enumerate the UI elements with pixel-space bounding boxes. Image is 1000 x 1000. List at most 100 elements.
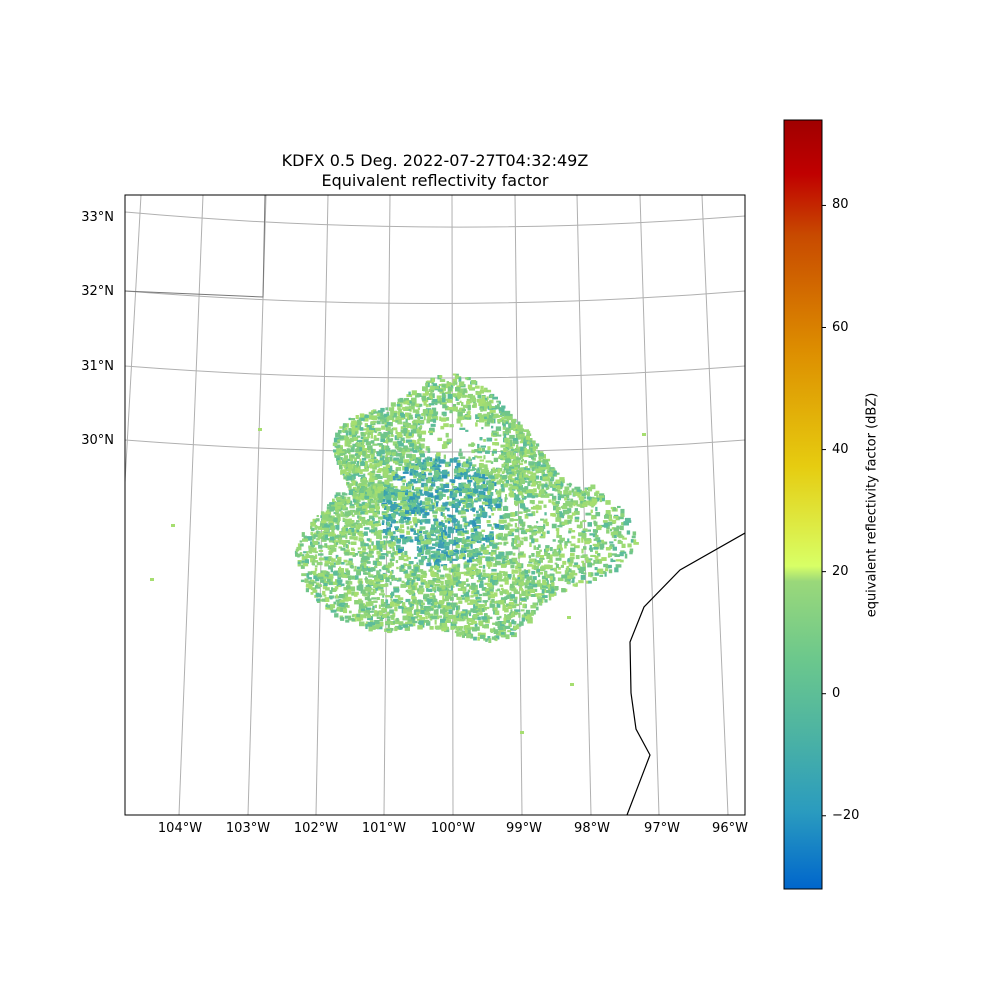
echo-cell — [560, 564, 564, 568]
echo-cell — [520, 505, 526, 509]
echo-cell — [346, 529, 352, 534]
echo-cell — [366, 492, 372, 497]
echo-cell — [557, 495, 561, 501]
echo-cell — [502, 604, 506, 609]
echo-cell — [492, 575, 498, 580]
echo-cell — [348, 431, 352, 436]
echo-cell — [396, 617, 399, 622]
echo-cell — [418, 559, 424, 563]
echo-cell — [533, 488, 537, 493]
echo-cell — [545, 552, 551, 556]
echo-cell — [470, 528, 474, 533]
map-area[interactable] — [124, 195, 745, 815]
echo-cell — [531, 500, 535, 505]
echo-cell — [335, 509, 340, 513]
echo-cell — [411, 502, 417, 507]
echo-cell — [374, 490, 381, 494]
echo-cell — [475, 381, 478, 386]
echo-cell — [444, 541, 451, 546]
echo-cell — [323, 514, 329, 520]
echo-cell — [430, 527, 435, 531]
echo-cell — [429, 427, 433, 432]
echo-cell — [374, 577, 378, 580]
echo-cell — [447, 394, 453, 399]
echo-cell — [390, 410, 394, 416]
echo-cell — [394, 444, 399, 449]
echo-cell — [544, 483, 548, 488]
echo-cell — [566, 581, 571, 584]
echo-cell — [397, 589, 400, 592]
echo-cell — [376, 561, 382, 566]
echo-cell — [372, 605, 375, 611]
echo-cell — [349, 536, 355, 540]
echo-cell — [402, 483, 405, 486]
echo-cell — [484, 477, 489, 480]
echo-cell — [567, 541, 572, 544]
echo-cell — [345, 522, 351, 527]
echo-cell — [466, 503, 472, 508]
echo-cell — [542, 581, 547, 586]
echo-cell — [526, 528, 531, 532]
echo-cell — [315, 577, 320, 582]
echo-cell — [342, 575, 348, 578]
echo-cell — [441, 520, 444, 523]
echo-cell — [502, 423, 506, 428]
echo-cell — [411, 397, 417, 403]
echo-cell — [356, 485, 360, 489]
echo-cell — [508, 487, 512, 491]
echo-cell — [465, 404, 471, 409]
echo-cell — [503, 416, 509, 419]
echo-cell — [430, 616, 433, 619]
echo-cell — [403, 500, 407, 506]
echo-cell — [415, 495, 421, 499]
echo-cell — [310, 527, 315, 532]
echo-cell — [481, 587, 487, 591]
echo-cell — [471, 443, 476, 446]
echo-cell — [318, 576, 324, 580]
echo-cell — [511, 471, 515, 476]
echo-cell — [503, 469, 506, 473]
echo-cell — [545, 462, 549, 467]
echo-cell — [518, 581, 524, 586]
echo-cell — [601, 541, 606, 544]
echo-cell — [465, 610, 471, 615]
echo-cell — [359, 447, 363, 451]
echo-cell — [408, 405, 415, 410]
echo-cell — [360, 568, 367, 572]
echo-cell — [408, 492, 413, 497]
echo-cell — [373, 498, 378, 500]
echo-cell — [409, 454, 416, 459]
echo-cell — [486, 544, 490, 549]
echo-cell — [441, 474, 448, 479]
echo-cell — [325, 587, 330, 591]
echo-cell — [456, 605, 461, 610]
echo-cell — [436, 548, 441, 551]
echo-cell — [442, 413, 446, 417]
echo-cell — [332, 442, 338, 447]
echo-cell — [335, 492, 341, 496]
echo-cell — [544, 551, 548, 557]
reflectivity-echoes[interactable] — [150, 373, 646, 735]
echo-cell — [452, 602, 457, 608]
echo-cell — [520, 609, 525, 612]
echo-cell — [436, 581, 441, 584]
echo-cell — [300, 579, 305, 583]
echo-cell — [414, 556, 418, 559]
echo-cell — [393, 459, 399, 464]
echo-cell — [373, 411, 378, 414]
echo-cell — [317, 572, 324, 578]
echo-cell — [571, 512, 576, 516]
echo-cell — [340, 607, 346, 612]
echo-cell — [323, 538, 329, 541]
echo-cell — [400, 600, 403, 603]
echo-cell — [377, 588, 384, 591]
echo-cell — [540, 476, 544, 481]
echo-cell — [459, 488, 465, 492]
echo-cell — [360, 541, 365, 547]
echo-cell — [509, 518, 514, 522]
echo-cell — [552, 539, 556, 542]
echo-cell — [519, 432, 525, 438]
echo-cell — [511, 460, 517, 465]
echo-cell — [325, 534, 328, 539]
echo-cell — [473, 477, 479, 482]
